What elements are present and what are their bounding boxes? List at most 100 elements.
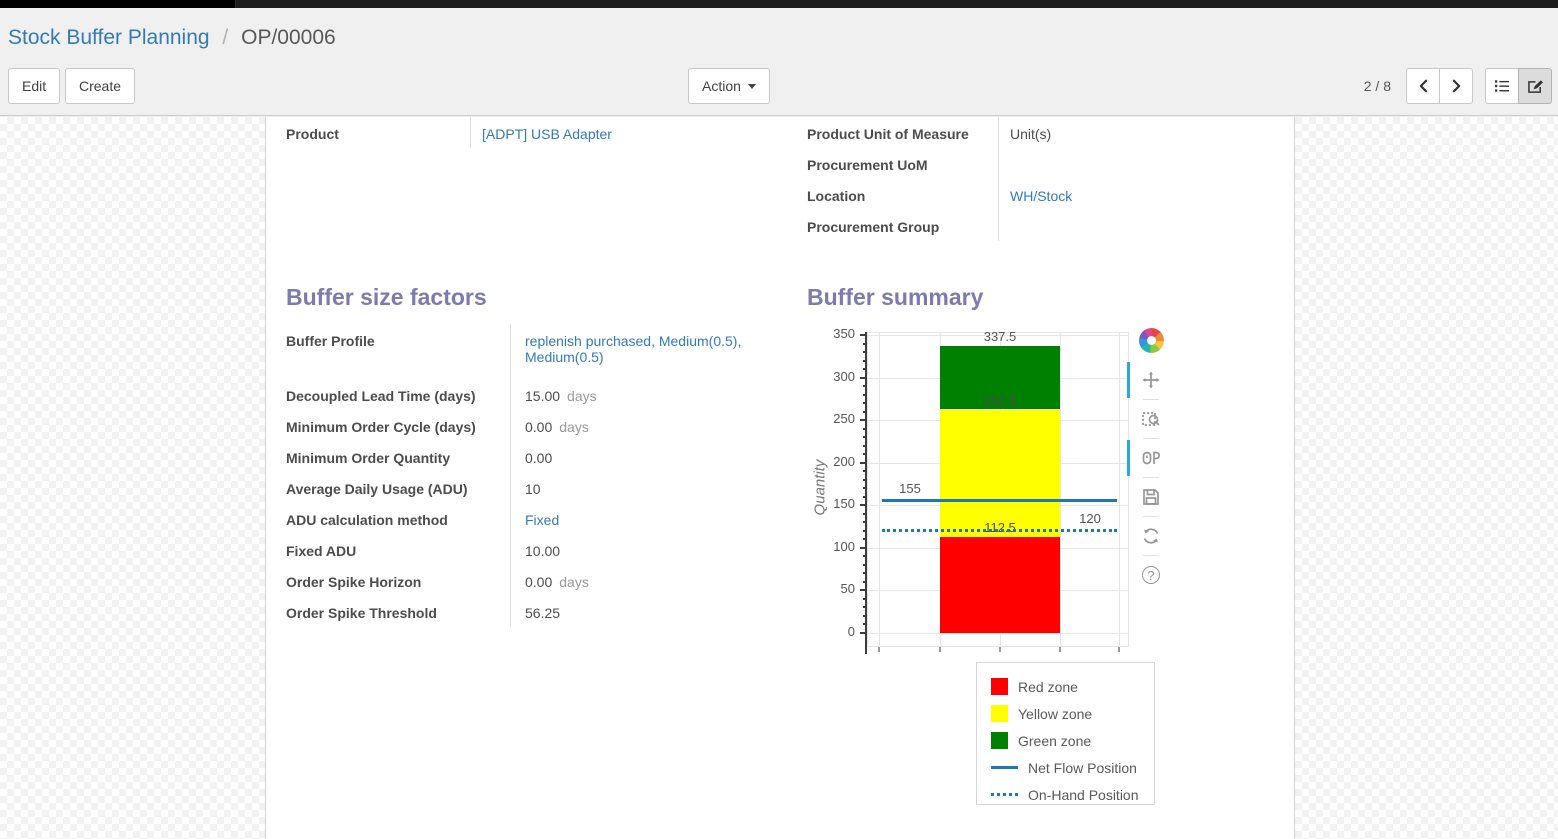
y-axis-tick xyxy=(863,402,867,405)
chart-line-solid xyxy=(882,499,1117,503)
dlt-label: Decoupled Lead Time (days) xyxy=(286,379,511,410)
y-axis-tick xyxy=(863,597,867,600)
breadcrumb-parent-link[interactable]: Stock Buffer Planning xyxy=(8,26,210,49)
hover-icon xyxy=(1142,451,1160,465)
buffer-summary-title: Buffer summary xyxy=(807,284,984,310)
list-view-button[interactable] xyxy=(1485,68,1519,104)
buffer-profile-link[interactable]: replenish purchased, Medium(0.5), Medium… xyxy=(525,333,742,365)
box-zoom-tool-button[interactable] xyxy=(1138,406,1164,432)
legend-swatch-green-zone xyxy=(991,732,1008,749)
legend-swatch-on-hand-line xyxy=(991,793,1018,796)
procurement-group-label: Procurement Group xyxy=(807,210,999,241)
adu-method-link[interactable]: Fixed xyxy=(525,512,560,528)
field-row: Average Daily Usage (ADU) 10 xyxy=(286,472,807,503)
y-axis-tick xyxy=(863,512,867,515)
hover-tool-button[interactable] xyxy=(1127,440,1164,476)
edit-form-icon xyxy=(1527,79,1543,93)
y-axis-tick-label: 50 xyxy=(840,581,855,597)
adu-label: Average Daily Usage (ADU) xyxy=(286,472,511,503)
y-axis-tick-label: 100 xyxy=(833,538,855,554)
apps-menu-segment[interactable] xyxy=(0,0,236,8)
product-link[interactable]: [ADPT] USB Adapter xyxy=(482,126,612,142)
y-axis-tick xyxy=(863,351,867,354)
zone-boundary-label: 337.5 xyxy=(983,328,1017,344)
x-axis-tick xyxy=(939,647,941,652)
gridline-vertical xyxy=(1060,333,1061,646)
field-row: Location WH/Stock xyxy=(807,179,1274,210)
y-axis-tick xyxy=(863,580,867,583)
moq-value: 0.00 xyxy=(525,450,553,466)
chart-zone-red-zone xyxy=(940,537,1060,633)
pager-count: 2 / 8 xyxy=(1363,78,1391,94)
y-axis-tick xyxy=(860,461,867,464)
chevron-left-icon xyxy=(1419,79,1427,93)
field-row: Buffer Profile replenish purchased, Medi… xyxy=(286,324,807,379)
field-row: Order Spike Threshold 56.25 xyxy=(286,596,807,627)
uom-location-group: Product Unit of Measure Unit(s) Procurem… xyxy=(807,117,1274,241)
legend-item: Red zone xyxy=(991,673,1154,700)
buffer-profile-label: Buffer Profile xyxy=(286,324,511,379)
hover-active-indicator xyxy=(1127,440,1130,476)
action-dropdown-button[interactable]: Action xyxy=(688,68,770,104)
y-axis-tick-label: 0 xyxy=(847,624,855,639)
y-axis-title: Quantity xyxy=(811,459,829,516)
y-axis-tick xyxy=(863,538,867,541)
zone-boundary-label: 262.5 xyxy=(983,392,1017,408)
legend-item: Net Flow Position xyxy=(991,754,1154,781)
spike-horizon-suffix: days xyxy=(559,574,589,590)
y-axis-line xyxy=(865,332,867,654)
help-tool-button[interactable]: ? xyxy=(1138,562,1164,588)
pager-buttons xyxy=(1406,68,1473,104)
y-axis-tick xyxy=(860,376,867,379)
y-axis-tick xyxy=(863,368,867,371)
y-axis-tick xyxy=(863,470,867,473)
bokeh-logo-icon[interactable] xyxy=(1138,328,1164,353)
y-axis-tick xyxy=(863,444,867,447)
y-axis-tick xyxy=(863,487,867,490)
caret-down-icon xyxy=(747,83,756,89)
pager-previous-button[interactable] xyxy=(1406,68,1440,104)
y-axis-tick-label: 300 xyxy=(833,368,855,384)
help-icon: ? xyxy=(1142,566,1160,584)
product-field-label: Product xyxy=(286,117,471,148)
save-tool-button[interactable] xyxy=(1138,484,1164,510)
y-axis-tick xyxy=(860,334,867,336)
y-axis-tick xyxy=(863,410,867,413)
gridline-horizontal xyxy=(868,633,1128,634)
y-axis-tick-label: 200 xyxy=(833,453,855,469)
y-axis-tick xyxy=(863,521,867,524)
pager-next-button[interactable] xyxy=(1439,68,1473,104)
y-axis-tick xyxy=(863,478,867,481)
pan-tool-button[interactable] xyxy=(1127,362,1164,398)
line-value-label: 120 xyxy=(1079,510,1101,526)
legend-label-on-hand: On-Hand Position xyxy=(1028,786,1139,803)
spike-threshold-value: 56.25 xyxy=(525,605,561,621)
field-row: Fixed ADU 10.00 xyxy=(286,534,807,565)
spike-horizon-value: 0.00 xyxy=(525,574,553,590)
spike-horizon-label: Order Spike Horizon xyxy=(286,565,511,596)
location-link[interactable]: WH/Stock xyxy=(1010,188,1073,204)
save-icon xyxy=(1143,489,1159,505)
reset-tool-button[interactable] xyxy=(1138,523,1164,549)
gridline-vertical xyxy=(1119,333,1120,646)
list-icon xyxy=(1495,80,1509,92)
edit-button[interactable]: Edit xyxy=(8,68,61,104)
form-view-button[interactable] xyxy=(1518,68,1552,104)
moc-suffix: days xyxy=(559,419,589,435)
form-view-background: Product [ADPT] USB Adapter Product Unit … xyxy=(0,117,1558,839)
pan-icon xyxy=(1142,371,1160,389)
line-value-label: 155 xyxy=(899,481,921,497)
y-axis-tick xyxy=(860,419,867,422)
chart-zone-green-zone xyxy=(940,345,1060,410)
y-axis-tick xyxy=(860,632,867,634)
create-button[interactable]: Create xyxy=(65,68,136,104)
procurement-uom-label: Procurement UoM xyxy=(807,148,999,179)
field-row: Minimum Order Quantity 0.00 xyxy=(286,441,807,472)
action-label: Action xyxy=(702,78,741,94)
x-axis-tick xyxy=(1118,647,1120,652)
zone-boundary-label: 112.5 xyxy=(984,520,1016,536)
chart-zone-yellow-zone xyxy=(940,409,1060,538)
dlt-value: 15.00 xyxy=(525,388,561,404)
y-axis-tick xyxy=(860,504,867,507)
chart-line-dotted xyxy=(882,528,1117,532)
